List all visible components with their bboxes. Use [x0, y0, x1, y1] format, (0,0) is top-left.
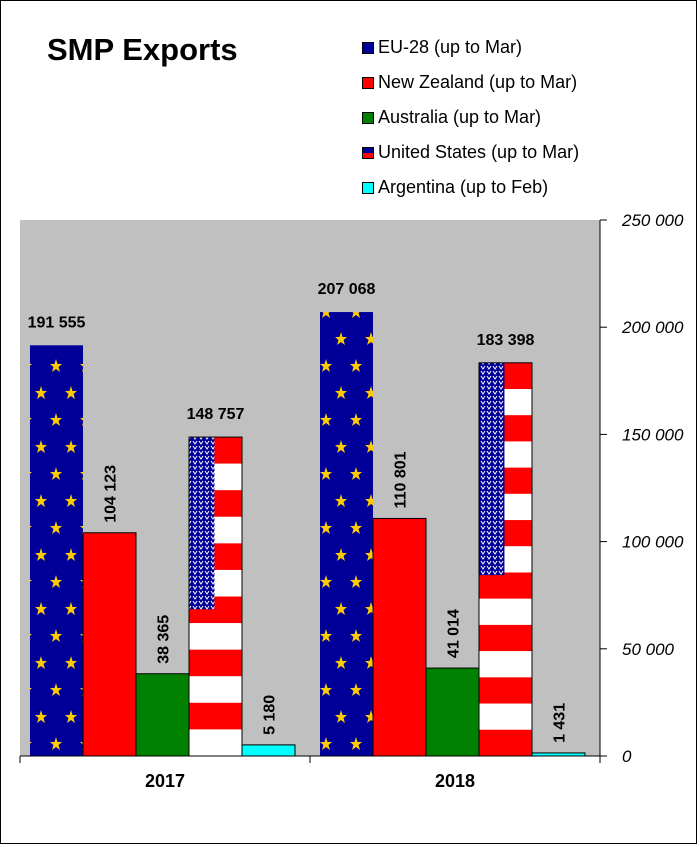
legend-label-eu: EU-28 (up to Mar)	[378, 37, 523, 57]
y-tick-label: 200 000	[621, 318, 684, 337]
data-label-united-states-2017: 148 757	[187, 406, 245, 423]
bar-eu-28-2017	[30, 345, 83, 756]
data-label-new-zealand-2018: 110 801	[393, 451, 410, 508]
bar-fill	[425, 667, 480, 757]
x-tick-label-2018: 2018	[435, 771, 475, 791]
y-tick-label: 250 000	[621, 211, 684, 230]
bar-fill	[320, 312, 373, 756]
y-tick-label: 100 000	[622, 533, 684, 552]
us-stripe	[189, 676, 242, 703]
data-label-new-zealand-2017: 104 123	[103, 465, 120, 523]
bar-argentina-2017	[241, 744, 296, 757]
data-label-eu-28-2017: 191 555	[28, 314, 86, 331]
data-label-australia-2018: 41 014	[446, 609, 463, 658]
us-stripe	[189, 702, 242, 730]
data-label-eu-28-2018: 207 068	[318, 281, 376, 298]
us-canton	[189, 437, 215, 610]
us-stripe	[479, 677, 532, 704]
legend-item-new-zealand: New Zealand (up to Mar)	[362, 65, 579, 100]
y-tick-label: 50 000	[622, 640, 675, 659]
data-label-australia-2017: 38 365	[156, 615, 173, 664]
chart-legend: EU-28 (up to Mar) New Zealand (up to Mar…	[362, 30, 579, 205]
bar-united-states-2018	[478, 362, 533, 757]
data-label-argentina-2017: 5 180	[262, 695, 279, 735]
legend-swatch-eu	[362, 41, 374, 54]
us-stripe	[189, 649, 242, 677]
us-stripe	[189, 623, 242, 650]
legend-label-australia: Australia (up to Mar)	[378, 107, 542, 127]
bar-eu-28-2018	[320, 312, 373, 756]
bar-united-states-2017	[188, 436, 243, 757]
legend-item-australia: Australia (up to Mar)	[362, 100, 579, 135]
y-tick-label: 150 000	[622, 425, 684, 444]
x-tick-label-2017: 2017	[145, 771, 185, 791]
y-tick-label: 0	[622, 747, 632, 766]
bar-fill	[82, 532, 137, 757]
legend-item-eu: EU-28 (up to Mar)	[362, 30, 579, 65]
legend-item-argentina: Argentina (up to Feb)	[362, 170, 579, 205]
bar-fill	[372, 517, 427, 757]
data-label-united-states-2018: 183 398	[477, 332, 535, 349]
bar-australia-2017	[135, 673, 190, 757]
bar-fill	[241, 744, 296, 757]
us-stripe	[189, 729, 242, 756]
us-stripe	[479, 651, 532, 678]
legend-swatch-new-zealand	[362, 76, 374, 89]
chart-title: SMP Exports	[47, 32, 238, 67]
legend-label-argentina: Argentina (up to Feb)	[378, 177, 549, 197]
us-stripe	[479, 729, 532, 756]
legend-swatch-united-states	[362, 146, 374, 159]
legend-swatch-australia	[362, 111, 374, 124]
us-stripe	[479, 598, 532, 625]
data-label-argentina-2018: 1 431	[552, 703, 569, 743]
bar-australia-2018	[425, 667, 480, 757]
legend-item-united-states: United States (up to Mar)	[362, 135, 579, 170]
bar-new-zealand-2017	[82, 532, 137, 757]
us-stripe	[479, 624, 532, 652]
bar-new-zealand-2018	[372, 517, 427, 757]
legend-swatch-argentina	[362, 181, 374, 194]
us-stripe	[479, 572, 532, 599]
legend-label-new-zealand: New Zealand (up to Mar)	[378, 72, 578, 92]
us-stripe	[479, 703, 532, 730]
us-canton	[479, 362, 505, 576]
legend-label-united-states: United States (up to Mar)	[378, 142, 580, 162]
bar-fill	[30, 345, 83, 756]
bar-fill	[135, 673, 190, 757]
